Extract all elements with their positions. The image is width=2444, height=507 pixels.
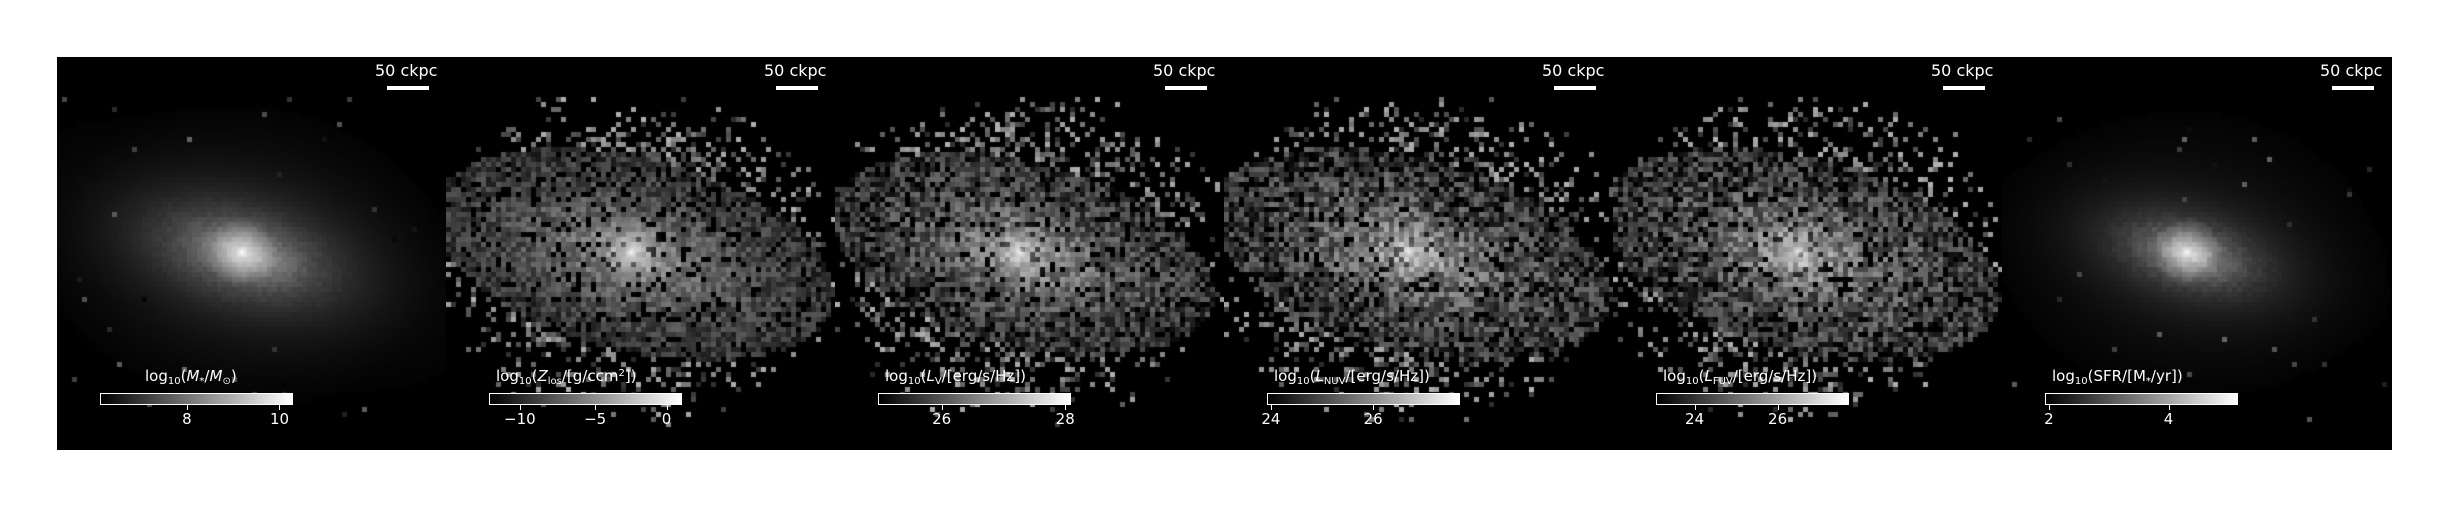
galaxy-map-image [1613, 57, 2002, 450]
colorbar [1656, 393, 1849, 405]
colorbar-tick [595, 405, 597, 410]
scalebar-label: 50 ckpc [1153, 61, 1216, 80]
panel-metallicity: 50 ckpc log10(Zlos/[g/ccm2]) −10 −5 0 [446, 57, 835, 450]
colorbar-label: log10(Zlos/[g/ccm2]) [496, 367, 637, 387]
colorbar-tick-label: 24 [1261, 410, 1281, 428]
colorbar-tick [666, 405, 668, 410]
panel-lv: 50 ckpc log10(LV/[erg/s/Hz]) 26 28 [835, 57, 1224, 450]
galaxy-map-image [835, 57, 1224, 450]
colorbar [100, 393, 293, 405]
colorbar-tick [1777, 405, 1779, 410]
scalebar-line [1554, 86, 1596, 90]
scalebar-line [387, 86, 429, 90]
colorbar-label: log10(M*/M⊙) [145, 367, 237, 387]
colorbar-tick-label: −10 [504, 410, 536, 428]
colorbar-tick [1270, 405, 1272, 410]
galaxy-map-image [446, 57, 835, 450]
scalebar-line [1943, 86, 1985, 90]
colorbar-label: log10(SFR/[M*/yr]) [2052, 367, 2183, 387]
galaxy-map-image [2002, 57, 2391, 450]
scalebar-label: 50 ckpc [764, 61, 827, 80]
colorbar-label: log10(LV/[erg/s/Hz]) [885, 367, 1027, 387]
colorbar-tick [1065, 405, 1067, 410]
colorbar [1267, 393, 1460, 405]
colorbar-tick-label: 10 [269, 410, 290, 428]
colorbar-label: log10(LNUV/[erg/s/Hz]) [1274, 367, 1430, 387]
colorbar-tick [519, 405, 521, 410]
scalebar-label: 50 ckpc [1542, 61, 1605, 80]
colorbar [489, 393, 682, 405]
colorbar-tick-label: 28 [1055, 410, 1075, 428]
scalebar-line [1165, 86, 1207, 90]
colorbar-tick [941, 405, 943, 410]
colorbar-tick [1373, 405, 1375, 410]
colorbar-tick [2048, 405, 2050, 410]
colorbar-tick-label: 24 [1685, 410, 1705, 428]
colorbar [878, 393, 1071, 405]
colorbar-tick [2168, 405, 2170, 410]
scalebar-label: 50 ckpc [2320, 61, 2383, 80]
figure-image-strip: 50 ckpc log10(M*/M⊙) 8 10 50 ckpc log10(Zlos/… [57, 57, 2392, 450]
colorbar-tick-label: 26 [1768, 410, 1788, 428]
colorbar-tick-label: 26 [932, 410, 952, 428]
colorbar-label: log10(LFUV/[erg/s/Hz]) [1663, 367, 1818, 387]
colorbar-tick-label: −5 [584, 410, 607, 428]
colorbar-tick-label: 4 [2163, 410, 2174, 428]
scalebar-line [776, 86, 818, 90]
colorbar [2045, 393, 2238, 405]
panel-sfr: 50 ckpc log10(SFR/[M*/yr]) 2 4 [2002, 57, 2391, 450]
colorbar-tick-label: 0 [661, 410, 672, 428]
colorbar-tick [279, 405, 281, 410]
colorbar-tick [1694, 405, 1696, 410]
colorbar-tick-label: 8 [182, 410, 192, 428]
galaxy-map-image [1224, 57, 1613, 450]
panel-lnuv: 50 ckpc log10(LNUV/[erg/s/Hz]) 24 26 [1224, 57, 1613, 450]
panel-lfuv: 50 ckpc log10(LFUV/[erg/s/Hz]) 24 26 [1613, 57, 2002, 450]
colorbar-tick-label: 26 [1363, 410, 1383, 428]
colorbar-tick [186, 405, 188, 410]
galaxy-map-image [57, 57, 446, 450]
scalebar-label: 50 ckpc [375, 61, 438, 80]
colorbar-tick-label: 2 [2044, 410, 2054, 428]
scalebar-line [2332, 86, 2374, 90]
panel-mass: 50 ckpc log10(M*/M⊙) 8 10 [57, 57, 446, 450]
scalebar-label: 50 ckpc [1931, 61, 1994, 80]
